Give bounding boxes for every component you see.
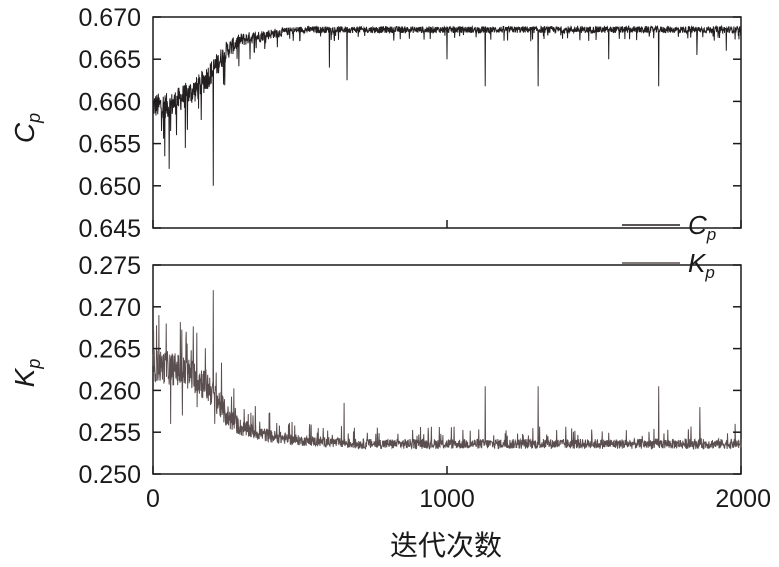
y-tick-label-0-5: 0.670 <box>78 4 141 32</box>
x-tick-label-1: 1000 <box>419 485 475 513</box>
legend-label-kp: Kp <box>688 248 715 282</box>
x-axis-title: 迭代次数 <box>390 530 502 561</box>
y-tick-label-1-0: 0.250 <box>78 461 141 489</box>
y-tick-label-1-5: 0.275 <box>78 252 141 280</box>
y-tick-label-1-4: 0.270 <box>78 294 141 322</box>
series-line-kp <box>152 290 742 451</box>
y-tick-label-0-4: 0.665 <box>78 46 141 74</box>
plot-series <box>152 24 742 451</box>
y-tick-label-1-2: 0.260 <box>78 377 141 405</box>
y-axis-title-top: Cp <box>9 113 44 143</box>
y-axis-title-bottom: Kp <box>9 359 44 388</box>
series-line-cp <box>152 24 742 186</box>
x-tick-label-0: 0 <box>146 485 160 513</box>
y-tick-label-0-2: 0.655 <box>78 131 141 159</box>
y-tick-label-1-1: 0.255 <box>78 419 141 447</box>
legend: Cp Kp <box>622 210 716 282</box>
x-tick-label-2: 2000 <box>715 485 771 513</box>
y-tick-label-1-3: 0.265 <box>78 336 141 364</box>
legend-label-cp: Cp <box>688 210 716 244</box>
ticks: 0.645 0.650 0.655 0.660 0.665 0.670 0.250 0.255… <box>78 4 771 513</box>
y-tick-label-0-0: 0.645 <box>78 215 141 243</box>
y-tick-label-0-3: 0.660 <box>78 88 141 116</box>
axes-frame <box>152 16 742 475</box>
y-tick-label-0-1: 0.650 <box>78 173 141 201</box>
